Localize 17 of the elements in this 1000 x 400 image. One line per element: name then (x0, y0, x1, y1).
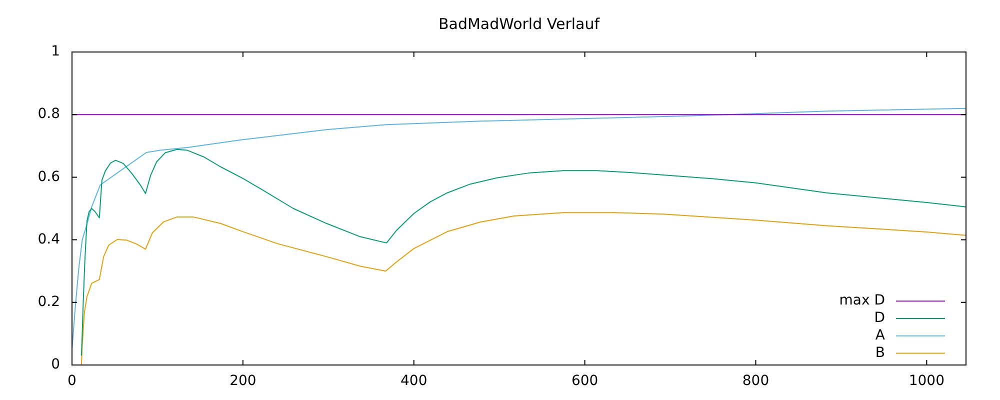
legend-label: D (874, 310, 885, 326)
y-tick-label: 0.4 (38, 231, 60, 248)
x-tick-label: 800 (742, 373, 770, 390)
x-tick-label: 0 (68, 373, 76, 390)
x-tick-label: 400 (400, 373, 428, 390)
legend-label: B (875, 344, 885, 361)
y-tick-label: 0.8 (38, 106, 60, 122)
x-tick-label: 600 (571, 373, 598, 390)
x-tick-label: 1000 (908, 373, 945, 390)
chart-title: BadMadWorld Verlauf (438, 14, 600, 33)
legend-label: A (875, 328, 886, 344)
x-tick-label: 200 (230, 373, 256, 390)
y-tick-label: 0.2 (38, 294, 60, 310)
legend-label: max D (839, 292, 885, 309)
y-tick-label: 0 (51, 356, 60, 373)
y-tick-label: 1 (51, 44, 60, 60)
y-tick-label: 0.6 (38, 168, 60, 185)
